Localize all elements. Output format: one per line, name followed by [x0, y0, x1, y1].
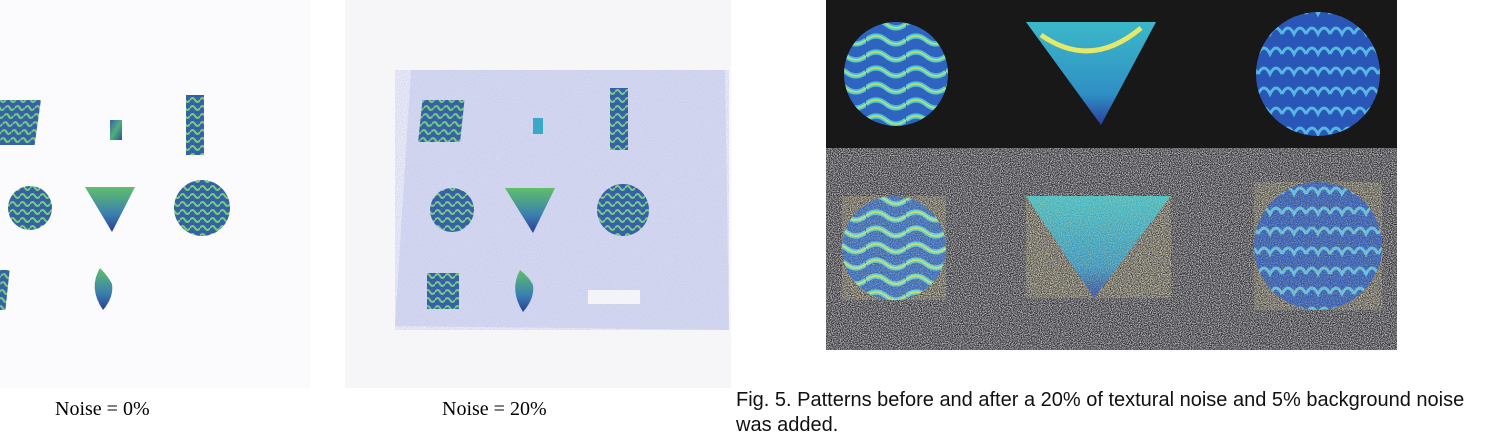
pattern-small-block: [110, 120, 122, 140]
pattern-block-texture: [418, 100, 465, 142]
pattern-flat-bar: [588, 290, 640, 304]
volume-render-noise-20: [345, 0, 731, 388]
pattern-triangle: [505, 188, 555, 233]
pattern-column: [610, 88, 628, 150]
volume-render-noise-20-image: [395, 70, 729, 330]
caption-noise-20: Noise = 20%: [442, 398, 547, 420]
volume-render-noise-0-image: [0, 95, 230, 310]
volume-render-noise-0: [0, 0, 310, 388]
slice-comparison-figure: [826, 0, 1397, 350]
noisy-triangle-texture: [1026, 196, 1171, 298]
pattern-column: [186, 95, 204, 155]
clean-circle-scales: [1256, 12, 1380, 136]
pattern-small-block: [533, 118, 543, 134]
clean-triangle: [1026, 22, 1156, 125]
pattern-circle-large: [174, 180, 230, 236]
pattern-circle-small: [430, 188, 474, 232]
pattern-circle-small: [8, 186, 52, 230]
pattern-block-texture: [0, 100, 41, 145]
triangle-arc: [1039, 26, 1143, 54]
noisy-circle-waves-texture: [842, 196, 946, 300]
pattern-crescent: [515, 270, 534, 312]
pattern-block-bottom: [427, 273, 459, 309]
noisy-circle-scales-texture: [1254, 182, 1382, 310]
caption-noise-0: Noise = 0%: [55, 398, 150, 420]
slice-comparison-image: [826, 0, 1397, 350]
pattern-crescent: [94, 268, 113, 310]
pattern-block-bottom: [0, 270, 10, 310]
pattern-circle-large: [597, 184, 649, 236]
noise-texture: [395, 70, 729, 330]
figure-caption: Fig. 5. Patterns before and after a 20% …: [736, 389, 1465, 436]
clean-circle-waves: [844, 22, 948, 126]
pattern-triangle: [85, 187, 135, 232]
